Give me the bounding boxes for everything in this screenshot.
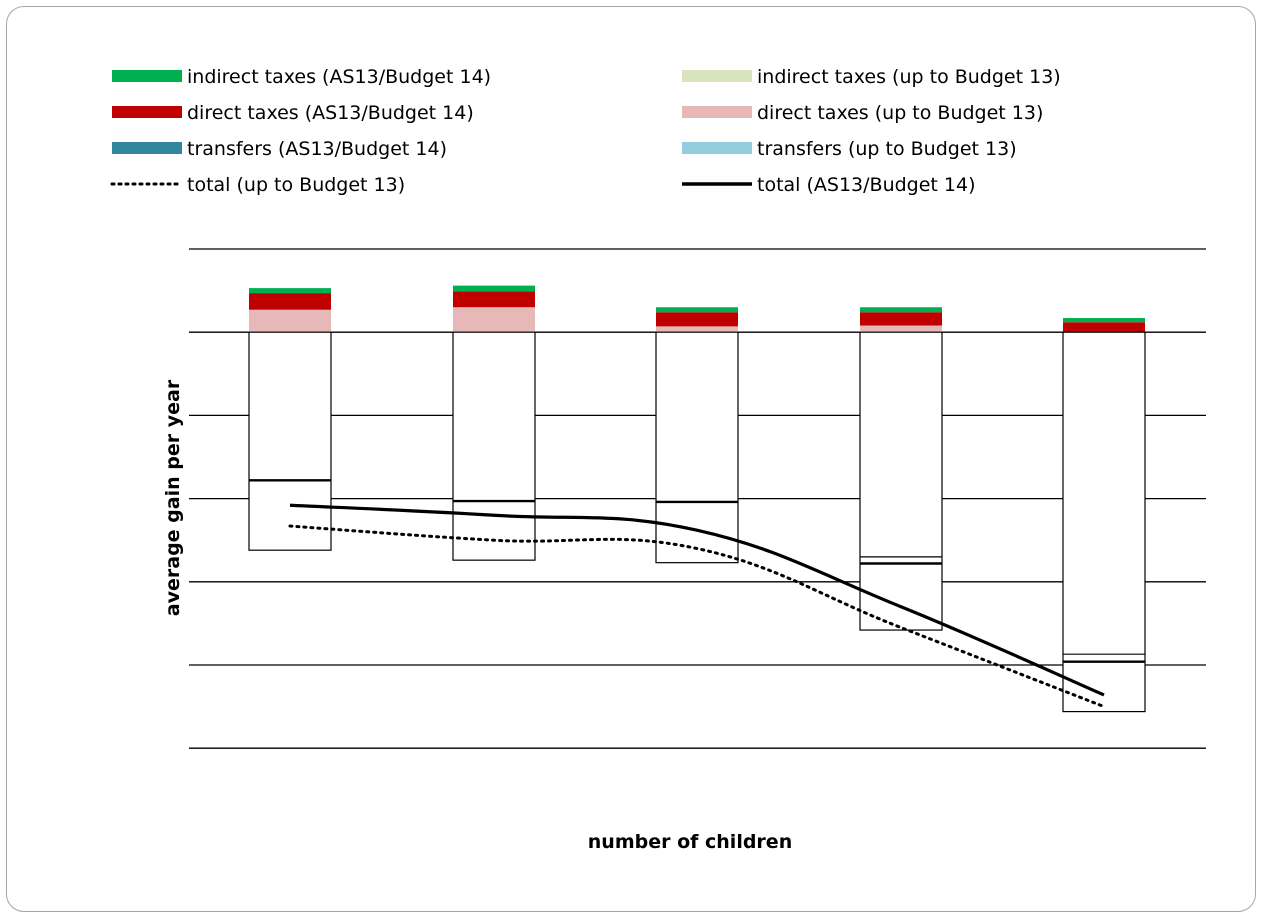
bar-segment	[656, 326, 738, 333]
legend-label: indirect taxes (up to Budget 13)	[757, 66, 1061, 88]
line-total-budget13	[288, 524, 1106, 709]
bar-transfers-box	[248, 331, 332, 551]
bar-transfers-box	[859, 331, 943, 631]
bars	[248, 285, 1146, 713]
y-axis-label: average gain per year	[162, 379, 184, 616]
x-axis-label: number of children	[588, 831, 792, 853]
legend-swatch	[682, 70, 752, 82]
bar-segment	[656, 312, 738, 327]
bar-transfers-box	[452, 331, 536, 561]
bar-segment	[1063, 318, 1145, 323]
legend-swatch	[682, 106, 752, 118]
legend-swatch	[682, 142, 752, 154]
bar-segment	[453, 291, 535, 308]
bar-segment	[1063, 322, 1145, 333]
legend-swatch	[112, 106, 182, 118]
legend-label: indirect taxes (AS13/Budget 14)	[187, 66, 491, 88]
bar-segment	[249, 293, 331, 310]
bar-segment	[860, 312, 942, 326]
legend-label: transfers (up to Budget 13)	[757, 138, 1017, 160]
bar-transfers-box	[655, 331, 739, 564]
bar-segment	[453, 285, 535, 292]
lines	[288, 503, 1106, 709]
bar-segment	[860, 325, 942, 333]
legend-label: transfers (AS13/Budget 14)	[187, 138, 447, 160]
legend-label: direct taxes (up to Budget 13)	[757, 102, 1043, 124]
legend-label: direct taxes (AS13/Budget 14)	[187, 102, 474, 124]
bar-segment	[249, 309, 331, 333]
line-total-as13	[289, 503, 1105, 697]
bar-segment	[656, 307, 738, 313]
chart-frame	[6, 6, 1256, 912]
bar-segment	[860, 307, 942, 313]
bar-segment	[453, 307, 535, 333]
legend-label: total (AS13/Budget 14)	[757, 174, 976, 196]
legend-label: total (up to Budget 13)	[187, 174, 405, 196]
legend-swatch	[112, 142, 182, 154]
legend-swatch	[112, 70, 182, 82]
legend: indirect taxes (AS13/Budget 14) indirect …	[110, 66, 1061, 196]
bar-transfers-box	[1062, 331, 1146, 713]
bar-segment	[249, 288, 331, 294]
